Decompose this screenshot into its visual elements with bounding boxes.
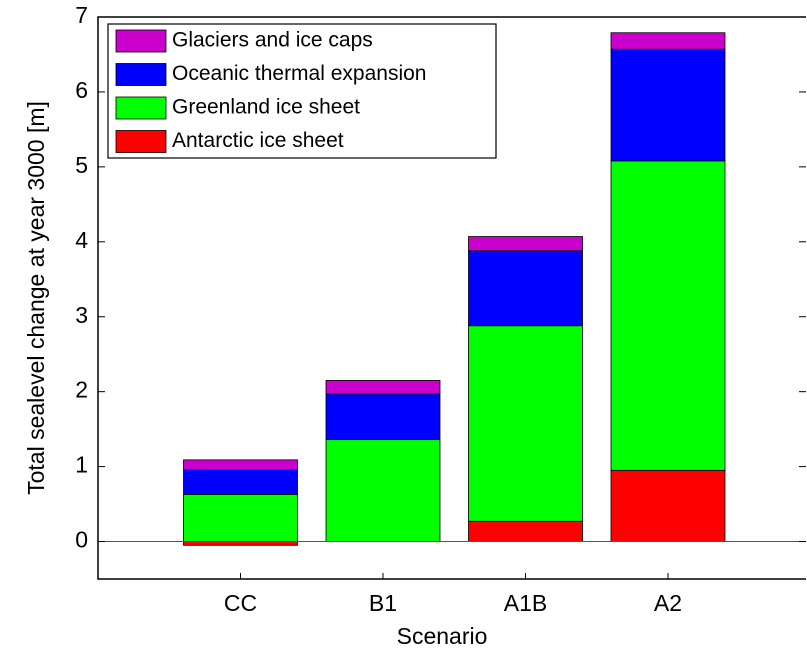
bar-segment <box>610 160 726 471</box>
legend-swatch <box>115 130 167 153</box>
legend-swatch <box>115 96 167 120</box>
legend-label: Glaciers and ice caps <box>172 29 373 52</box>
bar-segment <box>468 250 583 327</box>
bar-segment <box>610 32 726 50</box>
x-tick-label: B1 <box>369 590 397 616</box>
y-tick-label: 6 <box>75 77 88 103</box>
bar-segment <box>610 469 726 542</box>
x-tick-label: A2 <box>654 590 682 616</box>
bar-segment <box>183 541 298 546</box>
bar-segment <box>610 48 726 162</box>
y-tick-label: 3 <box>75 302 88 328</box>
legend-label: Antarctic ice sheet <box>172 129 344 152</box>
y-tick-label: 7 <box>75 2 88 28</box>
bar-segment <box>325 380 441 395</box>
x-tick-label: A1B <box>504 590 547 616</box>
legend-label: Oceanic thermal expansion <box>172 62 426 85</box>
x-axis-label: Scenario <box>397 623 488 649</box>
y-axis-label: Total sealevel change at year 3000 [m] <box>23 101 49 495</box>
y-tick-label: 5 <box>75 152 88 178</box>
bar-segment <box>183 469 298 495</box>
legend-box <box>107 23 497 159</box>
bar-segment <box>183 459 298 470</box>
bar-segment <box>468 520 583 542</box>
y-tick-label: 4 <box>75 227 88 253</box>
axes-frame <box>97 16 806 580</box>
bar-segment <box>183 493 298 542</box>
legend-swatch <box>115 29 167 53</box>
y-tick-label: 2 <box>75 377 88 403</box>
bar-segment <box>325 393 441 441</box>
bar-segment <box>468 236 583 252</box>
legend-swatch <box>115 63 167 86</box>
legend-label: Greenland ice sheet <box>172 96 360 119</box>
bar-segment <box>468 325 583 522</box>
bar-segment <box>325 439 441 542</box>
y-tick-label: 0 <box>75 527 88 553</box>
x-tick-label: CC <box>224 590 257 616</box>
y-tick-label: 1 <box>75 452 88 478</box>
